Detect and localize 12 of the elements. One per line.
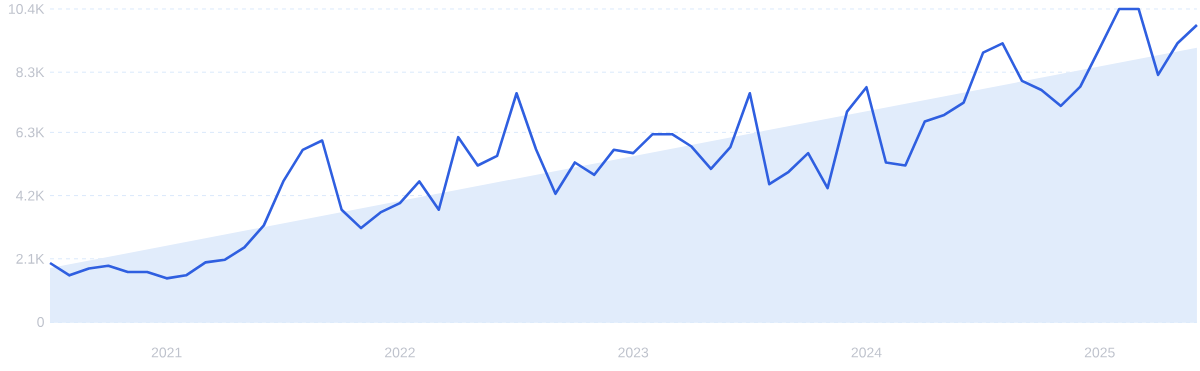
y-tick-label: 2.1K bbox=[16, 253, 45, 264]
y-tick-label: 0 bbox=[37, 317, 44, 327]
x-tick-label: 2025 bbox=[1084, 347, 1115, 358]
x-tick-label: 2021 bbox=[151, 347, 182, 358]
x-tick-label: 2023 bbox=[618, 347, 649, 358]
x-tick-label: 2022 bbox=[385, 347, 415, 358]
y-tick-label: 10.4K bbox=[8, 4, 45, 14]
line-series bbox=[48, 7, 1199, 280]
x-tick-label: 2024 bbox=[851, 347, 882, 358]
y-tick-label: 4.2K bbox=[16, 190, 45, 201]
y-tick-label: 6.3K bbox=[16, 127, 45, 138]
y-tick-label: 8.3K bbox=[16, 67, 45, 78]
